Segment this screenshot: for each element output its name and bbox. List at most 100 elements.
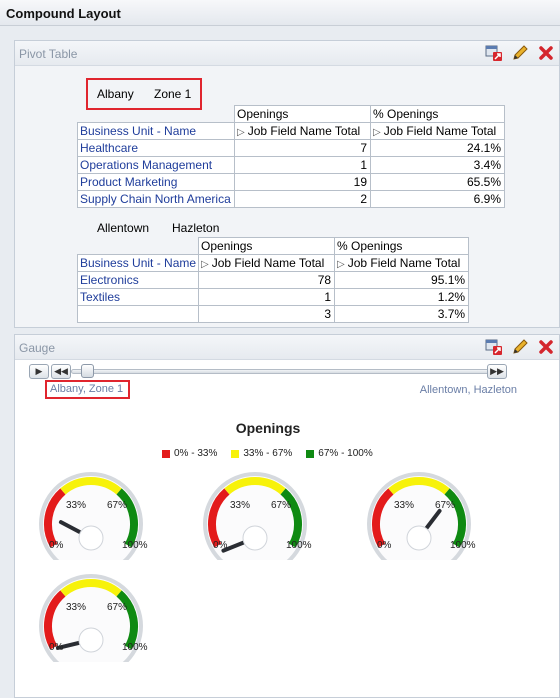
gauge-threshold-band [372,488,394,548]
play-icon[interactable]: ▶ [29,364,49,379]
cell-pct: 24.1% [370,139,505,157]
slider-current-highlight [45,380,130,399]
gauge-panel-header: Gauge [15,335,559,360]
column-header-openings: Openings [198,237,336,255]
pivot-panel-title: Pivot Table [19,47,78,61]
collapse-triangle-icon[interactable]: ▷ [237,127,245,138]
gauge-hub [406,525,432,551]
chart-legend: 0% - 33% 33% - 67% 67% - 100% [162,448,373,459]
cell-pct: 3.4% [370,156,505,174]
gauge-threshold-band [44,590,66,650]
edit-icon[interactable] [511,44,529,62]
table-row: Textiles 1 1.2% [76,288,470,306]
gauge-threshold-band [116,488,138,548]
gauge-threshold-band [444,488,466,548]
gauge-tick-label: 33% [66,500,87,511]
gauge-tick-label: 0% [377,540,392,551]
gauge-threshold-band [224,477,286,495]
export-icon[interactable] [485,44,503,62]
page-edge-zone: Hazleton [172,221,220,235]
page-edge-city: Albany [97,87,134,101]
collapse-triangle-icon[interactable]: ▷ [373,127,381,138]
page-edge-city: Allentown [97,221,150,235]
cell-pct: 95.1% [334,271,470,289]
close-icon[interactable] [537,44,555,62]
table-row: Electronics 78 95.1% [76,271,470,289]
gauge-tick-label: 33% [230,500,251,511]
cell-openings: 78 [198,271,336,289]
column-subheader: ▷ Job Field Name Total [198,254,336,272]
gauge-threshold-band [388,477,450,495]
gauge-tick-label: 100% [450,540,476,551]
gauge-threshold-band [208,488,230,548]
gauge-face [43,578,139,662]
step-forward-icon[interactable]: ▶▶ [487,364,507,379]
row-label[interactable]: Product Marketing [77,173,235,191]
legend-item: 0% - 33% [162,448,217,459]
row-header-business-unit: Business Unit - Name [76,254,200,272]
slider-end-label: Allentown, Hazleton [419,384,517,396]
row-label[interactable]: Supply Chain North America [77,190,235,208]
gauge-hub [242,525,268,551]
page-edge-highlight [86,78,202,110]
gauge-dial: 0% 33% 67% 100% [35,570,148,662]
gauge-tick-label: 33% [394,500,415,511]
export-icon[interactable] [485,338,503,356]
gauge-tick-label: 100% [122,642,148,653]
gauge-tick-label: 67% [107,602,128,613]
chart-title: Openings [235,420,301,436]
gauge-threshold-band [44,488,66,548]
gauge-tick-label: 100% [122,540,148,551]
pivot-table-allentown: Openings % Openings Business Unit - Name… [76,237,470,323]
slider-thumb[interactable] [81,364,94,378]
step-back-icon[interactable]: ◀◀ [51,364,71,379]
cell-openings: 7 [234,139,371,157]
row-label[interactable]: Healthcare [77,139,235,157]
edit-icon[interactable] [511,338,529,356]
gauge-panel-body: ▶ ◀◀ ▶▶ Albany, Zone 1 Allentown, Hazlet… [19,360,517,662]
table-row: Operations Management 1 3.4% [77,156,505,174]
row-header-business-unit: Business Unit - Name [77,122,235,140]
window-title-bar: Compound Layout [0,0,560,26]
legend-item: 67% - 100% [306,448,373,459]
row-label[interactable]: Textiles [76,288,200,306]
legend-swatch [231,449,240,458]
collapse-triangle-icon[interactable]: ▷ [201,259,209,270]
row-label [76,305,200,323]
gauge-hub [78,525,104,551]
gauge-tick-label: 0% [49,642,64,653]
column-header-pct-openings: % Openings [334,237,470,255]
window-title: Compound Layout [6,6,121,21]
slider-track[interactable] [71,369,495,374]
legend-swatch [306,449,315,458]
gauge-threshold-band [60,477,122,495]
collapse-triangle-icon[interactable]: ▷ [337,259,345,270]
cell-pct: 65.5% [370,173,505,191]
legend-item: 33% - 67% [231,448,292,459]
gauge-dial: 0% 33% 67% 100% [363,468,476,560]
gauge-dial: 0% 33% 67% 100% [35,468,148,560]
gauge-tick-label: 0% [213,540,228,551]
gauge-threshold-band [116,590,138,650]
gauge-dial: 0% 33% 67% 100% [199,468,312,560]
pivot-panel-body: Albany Zone 1 Openings % Openings Busine… [15,66,559,327]
row-label[interactable]: Operations Management [77,156,235,174]
pivot-panel-header: Pivot Table [15,41,559,66]
close-icon[interactable] [537,338,555,356]
table-row: Healthcare 7 24.1% [77,139,505,157]
gauge-tick-label: 67% [271,500,292,511]
page-edge-slider: ▶ ◀◀ ▶▶ Albany, Zone 1 Allentown, Hazlet… [19,360,517,412]
cell-pct: 6.9% [370,190,505,208]
gauge-face [371,476,467,560]
column-subheader: ▷ Job Field Name Total [234,122,371,140]
page-edge-zone: Zone 1 [154,87,192,101]
column-header-openings: Openings [234,105,371,123]
pivot-table-panel: Pivot Table Albany Zone 1 Openings % Ope… [14,40,560,328]
table-row: 3 3.7% [76,305,470,323]
pivot-table-albany: Openings % Openings Business Unit - Name… [77,105,505,208]
gauge-threshold-band [280,488,302,548]
gauge-tick-label: 0% [49,540,64,551]
table-row: Product Marketing 19 65.5% [77,173,505,191]
cell-pct: 3.7% [334,305,470,323]
row-label[interactable]: Electronics [76,271,200,289]
